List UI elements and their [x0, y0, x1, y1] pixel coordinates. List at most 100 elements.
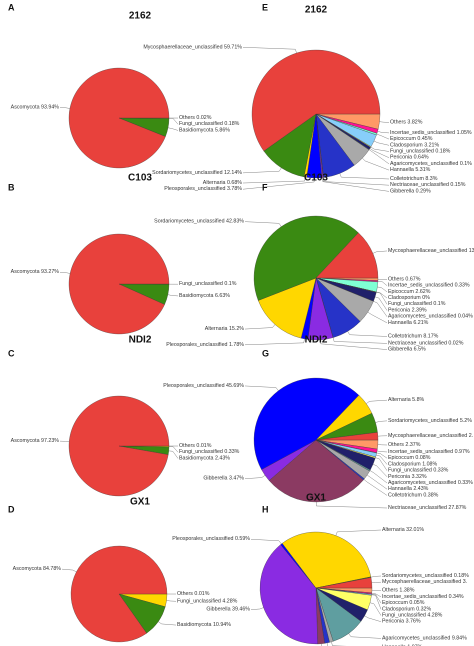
leader-line [323, 177, 390, 186]
slice-value: 0.08% [415, 456, 430, 462]
slice-name: Incertae_sedis_unclassified [388, 449, 453, 455]
slice-value: 0.64% [414, 155, 429, 161]
slice-name: Pleosporales_unclassified [164, 187, 225, 193]
leader-line [373, 301, 388, 317]
slice-value: 2.37% [405, 442, 420, 448]
slice-value: 0.18% [224, 122, 239, 128]
slice-label: Basidiomycota 10.94% [177, 622, 231, 628]
slice-value: 0.67% [405, 277, 420, 283]
slice-name: Sordariomycetes_unclassified [152, 170, 222, 176]
slice-label: Periconia 0.64% [390, 155, 429, 161]
slice-value: 97.23% [41, 439, 59, 445]
slice-name: Colletotrichum [388, 493, 422, 499]
leader-line [377, 131, 390, 134]
slice-value: 0.01% [194, 591, 209, 597]
slice-name: Fungi_unclassified [390, 149, 434, 155]
panel-letter: A [8, 2, 15, 12]
slice-label: Cladosporium 3.21% [390, 143, 439, 149]
slice-label: Gibberella 3.47% [203, 476, 244, 482]
leader-line [167, 127, 179, 131]
slice-name: Fungi_unclassified [382, 613, 426, 619]
chart-title: GX1 [306, 493, 326, 504]
pie-slice [68, 395, 170, 497]
pie-slice [268, 439, 364, 503]
slice-name: Epicoccum [388, 456, 414, 462]
leader-line [59, 272, 71, 274]
slice-value: 0.04% [458, 314, 473, 320]
chart-title: NDI2 [129, 335, 152, 346]
leader-line [168, 446, 179, 453]
slice-value: 0.59% [235, 537, 250, 543]
leader-line [339, 173, 390, 180]
slice-value: 2.62% [415, 289, 430, 295]
slice-name: Others [390, 120, 406, 126]
slice-name: Sordariomycetes_unclassified [388, 418, 458, 424]
slice-value: 1.38% [399, 588, 414, 594]
slice-name: Ascomycota [13, 567, 42, 573]
slice-value: 12.14% [224, 170, 242, 176]
leader-line [331, 641, 346, 646]
slice-label: Fungi_unclassified 0.1% [179, 282, 237, 288]
leader-line [347, 331, 388, 337]
slice-value: 0.68% [227, 180, 242, 186]
slice-value: 0.97% [455, 449, 470, 455]
slice-name: Colletotrichum [390, 176, 424, 182]
slice-value: 3.76% [406, 619, 421, 625]
leader-line [377, 286, 388, 292]
slice-label: Basidiomycota 2.43% [179, 456, 230, 462]
slice-value: 0.34% [449, 594, 464, 600]
leader-line [371, 582, 382, 583]
pie-slice [68, 67, 170, 169]
slice-value: 8.3% [425, 176, 437, 182]
slice-name: Basidiomycota [177, 622, 211, 628]
slice-name: Sordariomycetes_unclassified [382, 573, 452, 579]
slice-label: Alternaria 32.01% [382, 527, 424, 533]
slice-name: Fungi_unclassified [179, 450, 223, 456]
slice-label: Others 2.37% [388, 442, 421, 448]
slice-value: 2.43% [215, 456, 230, 462]
slice-label: Fungi_unclassified 0.18% [179, 122, 240, 128]
slice-name: Epicoccum [388, 289, 414, 295]
slice-label: Cladosporium 0% [388, 295, 430, 301]
leader-line [369, 602, 382, 616]
leader-line [244, 385, 279, 391]
slice-value: 0.38% [423, 493, 438, 499]
slice-value: 4.28% [427, 613, 442, 619]
leader-line [363, 479, 388, 496]
leader-line [376, 291, 388, 305]
leader-line [335, 529, 382, 536]
slice-value: 0.01% [196, 443, 211, 449]
slice-name: Epicoccum [382, 601, 408, 607]
slice-name: Others [388, 442, 404, 448]
slice-value: 6.5% [414, 347, 426, 353]
leader-line [377, 281, 388, 286]
slice-label: Alternaria 15.2% [205, 326, 244, 332]
leader-line [364, 615, 382, 622]
pie-slice [253, 377, 360, 470]
slice-label: Others 0.01% [179, 443, 212, 449]
leader-line [371, 593, 382, 598]
slice-name: Pleosporales_unclassified [166, 342, 227, 348]
slice-name: Others [179, 443, 195, 449]
slice-value: 13.0 [469, 248, 474, 254]
slice-value: 0.33% [455, 283, 470, 289]
leader-line [244, 324, 276, 330]
leader-line [369, 149, 390, 165]
leader-line [373, 140, 390, 146]
slice-name: Pleosporales_unclassified [163, 383, 224, 389]
slice-value: 32.01% [406, 527, 424, 533]
slice-label: Ascomycota 93.94% [11, 105, 60, 111]
slice-label: Others 1.38% [382, 588, 415, 594]
leader-line [371, 593, 382, 604]
slice-value: 3.21% [424, 143, 439, 149]
slice-label: Ascomycota 93.27% [11, 270, 60, 276]
slice-label: Hannaella 5.31% [390, 168, 431, 174]
slice-name: Gibberella [203, 476, 227, 482]
slice-name: Agaricomycetes_unclassified [382, 636, 450, 642]
slice-value: 6.21% [413, 320, 428, 326]
slice-name: Alternaria [382, 527, 405, 533]
slice-label: Fungi_unclassified 0.18% [390, 149, 451, 155]
slice-name: Agaricomycetes_unclassified [388, 314, 456, 320]
slice-value: 4.28% [222, 599, 237, 605]
